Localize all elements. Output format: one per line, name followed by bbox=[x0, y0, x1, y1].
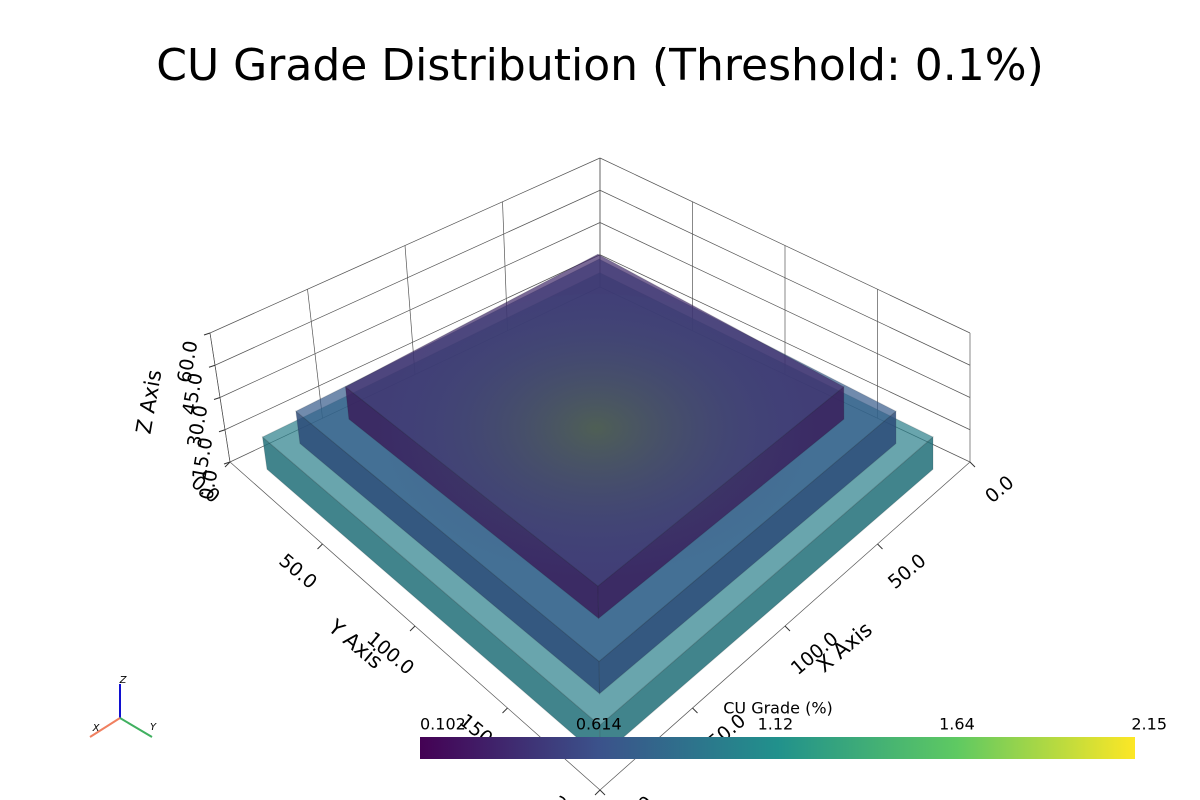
orientation-label: Z bbox=[119, 675, 128, 686]
tick-mark bbox=[784, 625, 791, 632]
tick-mark bbox=[877, 543, 883, 550]
tick-mark bbox=[208, 364, 216, 368]
grid-line bbox=[209, 157, 601, 334]
tick-mark bbox=[969, 461, 976, 468]
colorbar-tick-label: 1.64 bbox=[939, 715, 975, 734]
grid-line bbox=[224, 254, 601, 431]
voxel-core bbox=[376, 293, 817, 594]
tick-mark bbox=[203, 332, 211, 336]
tick-mark bbox=[224, 461, 231, 468]
tick-mark bbox=[409, 625, 416, 632]
colorbar-tick-label: 0.102 bbox=[420, 715, 466, 734]
tick-mark bbox=[218, 429, 226, 433]
tick-mark bbox=[594, 789, 601, 796]
y-tick-label: 200.0 bbox=[547, 792, 603, 800]
grid-line bbox=[599, 189, 971, 366]
tick-mark bbox=[223, 461, 231, 465]
grid-line bbox=[214, 189, 601, 366]
colorbar-title: CU Grade (%) bbox=[723, 699, 833, 718]
orientation-label: Y bbox=[150, 722, 157, 733]
colorbar: CU Grade (%) 0.102 0.614 1.12 1.64 2.15 bbox=[420, 699, 1167, 759]
tick-mark bbox=[692, 707, 698, 714]
colorbar-scale bbox=[420, 737, 1135, 759]
voxels bbox=[261, 253, 934, 759]
grid-line bbox=[219, 222, 601, 398]
colorbar-tick-label: 2.15 bbox=[1131, 715, 1167, 734]
tick-mark bbox=[213, 397, 221, 400]
x-tick-label: 50.0 bbox=[884, 550, 931, 594]
grid-line bbox=[599, 157, 971, 334]
tick-mark bbox=[502, 707, 508, 714]
z-axis-label: Z Axis bbox=[132, 368, 167, 436]
chart-title: CU Grade Distribution (Threshold: 0.1%) bbox=[156, 40, 1044, 91]
x-tick-label: 0.0 bbox=[981, 471, 1018, 507]
x-tick-label: 200.0 bbox=[602, 792, 658, 800]
tick-mark bbox=[599, 789, 606, 796]
z-tick-label: 0.0 bbox=[195, 468, 222, 502]
colorbar-tick-label: 0.614 bbox=[576, 715, 622, 734]
colorbar-tick-label: 1.12 bbox=[758, 715, 794, 734]
grid-line bbox=[599, 222, 971, 398]
y-tick-label: 50.0 bbox=[275, 550, 322, 594]
orientation-label: X bbox=[92, 723, 101, 734]
orientation-widget: X Y Z bbox=[89, 675, 157, 738]
y-arrow bbox=[119, 717, 153, 738]
grid-line bbox=[599, 254, 971, 431]
tick-mark bbox=[317, 543, 323, 550]
x-arrow bbox=[89, 717, 121, 738]
